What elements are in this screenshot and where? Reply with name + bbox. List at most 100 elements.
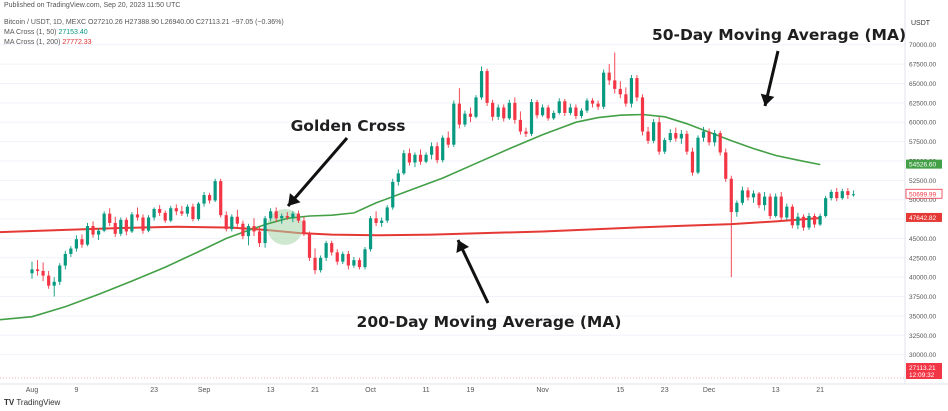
price-tick-label: 35000.00	[909, 313, 936, 320]
candle-body-down	[346, 253, 350, 266]
candle-body-down	[657, 122, 661, 152]
candle-body-down	[757, 193, 761, 206]
candle-body-up	[385, 207, 389, 221]
candle-body-down	[302, 220, 306, 234]
ma200-legend[interactable]: MA Cross (1, 200) 27772.33	[4, 39, 92, 46]
candle-body-down	[613, 80, 617, 89]
candle-body-down	[801, 216, 806, 228]
candle-body-up	[363, 249, 367, 268]
candle-body-up	[507, 102, 511, 119]
tradingview-brand: TradingView	[16, 398, 61, 407]
candle-body-up	[291, 213, 295, 218]
candle-body-up	[130, 214, 134, 232]
candle-body-down	[418, 154, 423, 162]
candle-body-down	[502, 107, 506, 119]
candle-body-down	[468, 113, 473, 117]
candle-body-up	[529, 102, 534, 134]
time-axis[interactable]: Aug 9 23 Sep 13 21 Oct 11 19 Nov 15 23 Dec 13 21	[0, 383, 948, 394]
candle-body-down	[219, 181, 223, 216]
candle-body-up	[652, 122, 656, 141]
tradingview-logo[interactable]: TV TradingView	[4, 398, 60, 407]
candle-body-down	[141, 217, 145, 231]
candle-body-up	[679, 133, 683, 139]
candle-body-down	[707, 131, 711, 143]
ma50-layer	[0, 113, 821, 321]
candle-body-up	[585, 100, 589, 111]
time-tick-label: Oct	[365, 387, 376, 394]
time-tick-label: 13	[772, 387, 780, 394]
candle-body-down	[524, 131, 528, 134]
candle-body-up	[796, 216, 800, 226]
candle-body-down	[518, 119, 522, 132]
candle-body-up	[552, 112, 556, 119]
candle-body-down	[91, 226, 95, 235]
candle-body-down	[35, 269, 40, 271]
candle-body-up	[69, 248, 73, 254]
price-tag-label: 27113.21	[909, 365, 936, 372]
time-tick-label: 21	[311, 387, 319, 394]
price-tick-label: 65000.00	[909, 81, 936, 88]
candle-body-down	[812, 215, 817, 225]
candle-body-down	[357, 260, 362, 268]
candle-body-down	[635, 78, 639, 98]
candle-body-down	[124, 219, 128, 232]
candle-body-down	[690, 151, 695, 173]
candle-body-up	[424, 154, 428, 162]
candle-body-down	[435, 146, 439, 161]
candle-body-down	[779, 196, 783, 218]
candle-body-up	[751, 193, 756, 198]
time-tick-label: Dec	[703, 387, 716, 394]
candle-body-down	[296, 213, 300, 221]
candle-body-up	[97, 230, 101, 235]
candle-body-down	[252, 226, 256, 232]
candle-body-up	[829, 191, 833, 199]
candle-body-down	[685, 133, 689, 152]
candle-body-down	[590, 100, 595, 104]
candle-body-up	[152, 208, 156, 218]
candle-body-down	[108, 213, 112, 223]
candle-body-down	[446, 137, 450, 145]
candle-body-down	[724, 152, 728, 179]
candle-body-down	[174, 208, 178, 212]
candle-body-up	[568, 107, 572, 113]
candle-body-up	[280, 215, 284, 219]
candle-body-down	[768, 196, 772, 216]
tradingview-logo-icon: TV	[4, 398, 15, 407]
candle-body-up	[391, 181, 395, 208]
candle-body-up	[341, 253, 345, 262]
price-axis[interactable]: USDT 30000.00 32500.00 35000.00 37500.00 4000…	[904, 0, 943, 384]
candle-body-up	[463, 113, 467, 125]
candle-body-up	[102, 213, 106, 231]
price-tick-label: 30000.00	[909, 352, 936, 359]
ma50-legend[interactable]: MA Cross (1, 50) 27153.40	[4, 29, 88, 36]
candle-body-up	[230, 216, 234, 230]
candle-body-up	[840, 191, 844, 199]
price-tag-bg	[906, 363, 942, 372]
published-note: Published on TradingView.com, Sep 20, 20…	[4, 2, 181, 9]
candle-body-down	[407, 153, 411, 163]
time-tick-label: 11	[422, 387, 429, 394]
candle-body-down	[163, 212, 167, 221]
price-tag-label: 54526.60	[909, 162, 936, 169]
ma200-legend-label: MA Cross (1, 200)	[4, 39, 61, 46]
candles-layer	[30, 52, 855, 297]
candle-body-down	[191, 206, 195, 220]
candle-body-down	[607, 72, 611, 81]
candle-body-up	[701, 131, 706, 138]
candle-body-up	[824, 198, 828, 216]
price-tick-label: 50000.00	[909, 197, 936, 204]
ma50-annotation-arrow-head	[760, 93, 775, 106]
candle-body-down	[563, 101, 567, 113]
candle-body-down	[335, 252, 339, 262]
golden-cross-arrow-head	[288, 193, 301, 206]
candle-body-down	[624, 94, 628, 104]
candle-body-down	[674, 133, 678, 139]
candle-body-down	[646, 131, 650, 141]
candle-body-up	[58, 265, 62, 282]
candle-body-up	[63, 253, 67, 266]
candle-body-up	[474, 97, 478, 117]
candle-body-down	[313, 257, 317, 271]
price-tick-label: 62500.00	[909, 100, 936, 107]
candle-body-down	[718, 133, 722, 153]
time-tick-label: 9	[74, 387, 78, 394]
